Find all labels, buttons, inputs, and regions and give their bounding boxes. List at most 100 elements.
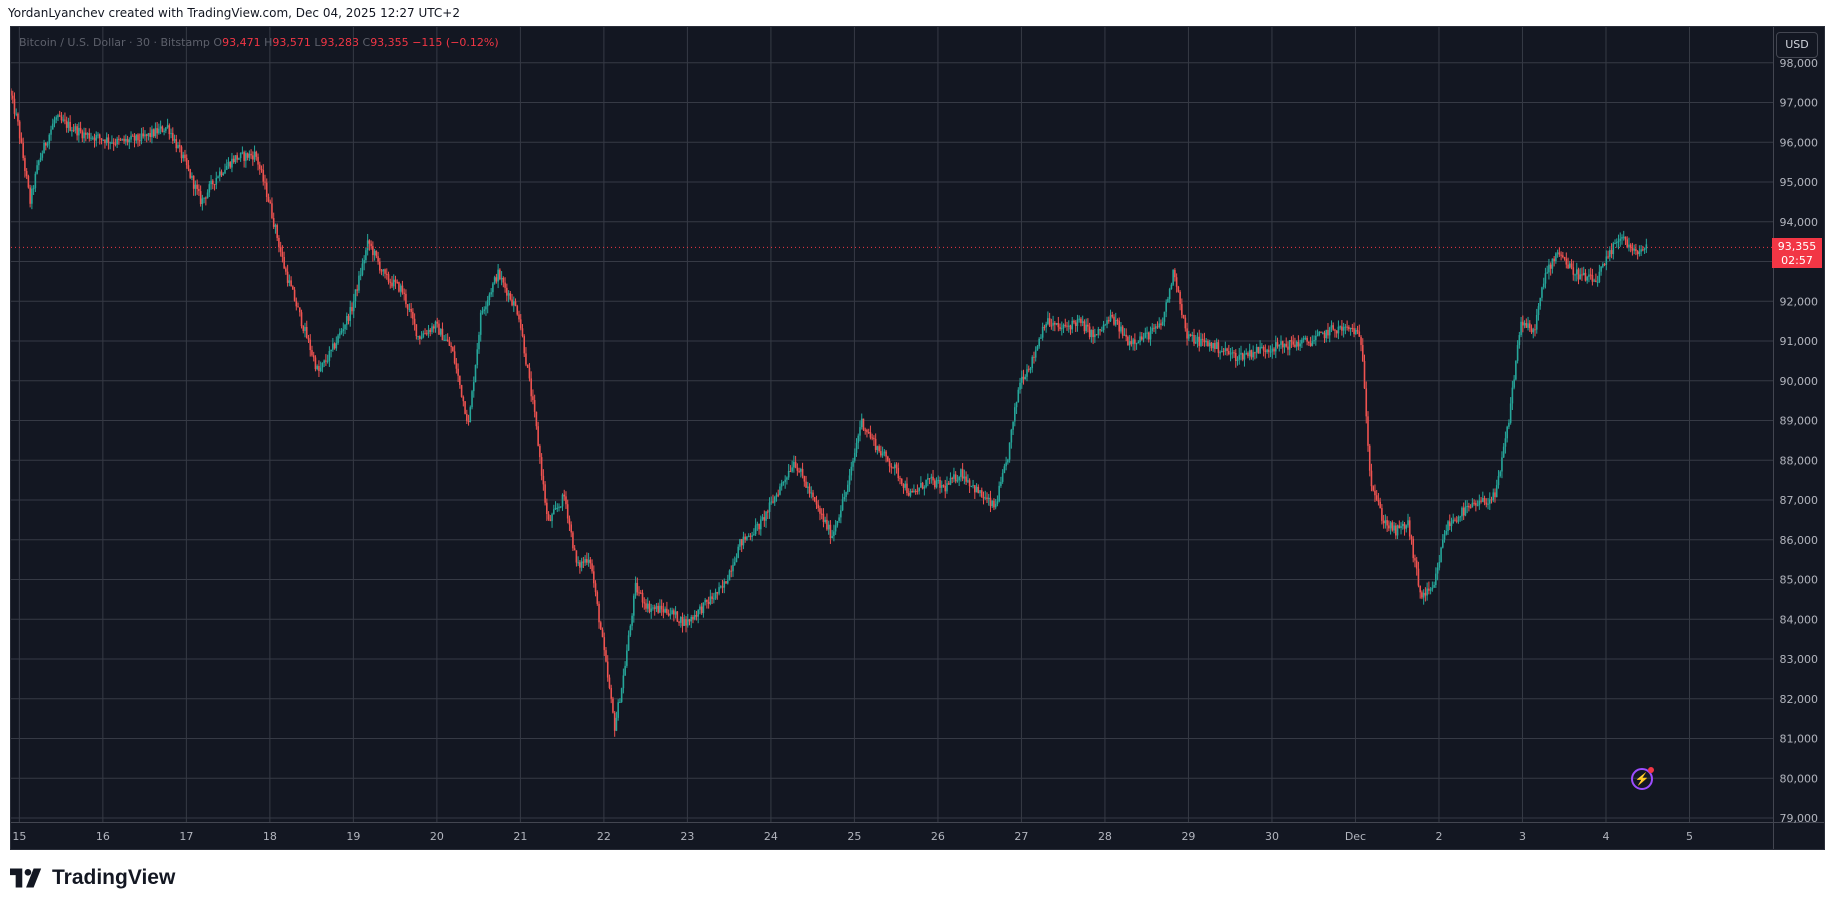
candle-body bbox=[265, 182, 268, 197]
candle-body bbox=[833, 531, 835, 537]
y-tick-label: 79,000 bbox=[1780, 812, 1819, 825]
candle-body bbox=[15, 113, 18, 115]
candle-body bbox=[1060, 328, 1063, 330]
candle-body bbox=[34, 173, 37, 189]
candle-body bbox=[686, 619, 689, 626]
notification-dot bbox=[1648, 767, 1654, 773]
candle-body bbox=[1055, 323, 1058, 325]
candle-body bbox=[1612, 243, 1615, 255]
candle-body bbox=[1189, 334, 1192, 336]
candle-body bbox=[467, 420, 470, 423]
candle-body bbox=[1252, 352, 1254, 358]
candle-body bbox=[1231, 352, 1234, 354]
candle-body bbox=[834, 525, 837, 532]
candle-body bbox=[965, 476, 967, 482]
candle-body bbox=[1455, 520, 1458, 522]
candle-body bbox=[1476, 505, 1479, 507]
candle-body bbox=[260, 168, 263, 171]
candle-body bbox=[1294, 344, 1296, 347]
candle-body bbox=[888, 461, 891, 467]
candle-body bbox=[1609, 250, 1611, 257]
candle-body bbox=[629, 625, 632, 636]
candle-body bbox=[88, 133, 91, 139]
candle-body bbox=[506, 287, 508, 296]
candle-body bbox=[1208, 342, 1211, 347]
candle-body bbox=[620, 688, 623, 702]
candle-body bbox=[1478, 500, 1481, 506]
candle-body bbox=[1431, 587, 1434, 590]
candle-body bbox=[95, 135, 98, 141]
candle-body bbox=[264, 181, 266, 183]
candle-body bbox=[11, 95, 14, 99]
tradingview-footer: TradingView bbox=[10, 866, 175, 890]
candle-body bbox=[253, 151, 256, 160]
candle-body bbox=[1050, 325, 1053, 327]
currency-button[interactable]: USD bbox=[1776, 32, 1818, 58]
candle-body bbox=[1177, 286, 1180, 292]
candle-body bbox=[1475, 503, 1477, 506]
candle-body bbox=[1132, 339, 1134, 345]
candle-body bbox=[817, 504, 820, 509]
candle-body bbox=[1048, 318, 1051, 326]
x-tick-label: 4 bbox=[1602, 830, 1609, 843]
candle-body bbox=[1534, 329, 1536, 331]
candle-body bbox=[1556, 252, 1559, 254]
candle-body bbox=[1288, 340, 1291, 350]
candle-body bbox=[1471, 502, 1474, 508]
candle-body bbox=[1582, 272, 1585, 276]
candle-body bbox=[476, 349, 479, 366]
lightning-icon[interactable]: ⚡ bbox=[1631, 767, 1654, 790]
x-tick-label: 24 bbox=[764, 830, 778, 843]
candle-body bbox=[490, 292, 492, 295]
candle-body bbox=[156, 128, 158, 134]
candle-body bbox=[1012, 421, 1014, 430]
candle-body bbox=[1541, 287, 1543, 298]
candle-body bbox=[1469, 507, 1472, 509]
candle-body bbox=[1212, 343, 1214, 349]
candle-body bbox=[398, 282, 400, 292]
candle-body bbox=[1454, 519, 1456, 521]
candle-body bbox=[314, 357, 317, 370]
candle-body bbox=[1069, 325, 1072, 330]
candle-body bbox=[1408, 520, 1411, 537]
last-price-value: 93,355 bbox=[1777, 240, 1817, 254]
candle-body bbox=[1574, 274, 1576, 276]
candle-body bbox=[450, 345, 452, 348]
candle-body bbox=[659, 605, 661, 613]
candle-body bbox=[820, 513, 823, 515]
candle-body bbox=[806, 486, 809, 488]
candle-body bbox=[902, 484, 905, 488]
candle-body bbox=[925, 479, 927, 488]
candle-body bbox=[650, 608, 653, 612]
candle-body bbox=[1553, 258, 1555, 262]
candle-body bbox=[78, 127, 80, 136]
candle-body bbox=[876, 446, 879, 450]
candle-body bbox=[399, 285, 402, 292]
candle-body bbox=[1581, 274, 1583, 276]
candle-body bbox=[1309, 343, 1312, 346]
candle-body bbox=[646, 603, 649, 609]
candle-body bbox=[365, 250, 367, 261]
candle-body bbox=[1276, 342, 1279, 347]
candle-body bbox=[1236, 359, 1239, 362]
candle-body bbox=[528, 367, 531, 379]
candle-body bbox=[1391, 522, 1394, 531]
candle-body bbox=[760, 519, 762, 530]
candle-body bbox=[653, 607, 656, 609]
candle-body bbox=[678, 621, 680, 623]
candle-body bbox=[733, 562, 736, 565]
change-value: −115 (−0.12%) bbox=[412, 36, 499, 49]
candle-body bbox=[41, 153, 44, 158]
y-tick-label: 90,000 bbox=[1780, 375, 1819, 388]
candle-body bbox=[977, 486, 980, 494]
symbol-label: Bitcoin / U.S. Dollar · 30 · Bitstamp bbox=[19, 36, 210, 49]
candle-body bbox=[363, 260, 365, 264]
candle-body bbox=[1311, 341, 1314, 346]
candle-body bbox=[561, 494, 564, 507]
chart-panel[interactable]: 79,000 80,000 81,000 82,000 83,000 84,000 85,0… bbox=[10, 26, 1825, 850]
y-tick-label: 87,000 bbox=[1780, 494, 1819, 507]
candle-body bbox=[1628, 244, 1630, 248]
candle-body bbox=[1636, 251, 1639, 255]
candle-body bbox=[1619, 238, 1622, 241]
candlestick-chart[interactable]: 79,000 80,000 81,000 82,000 83,000 84,000 85,0… bbox=[11, 27, 1824, 849]
